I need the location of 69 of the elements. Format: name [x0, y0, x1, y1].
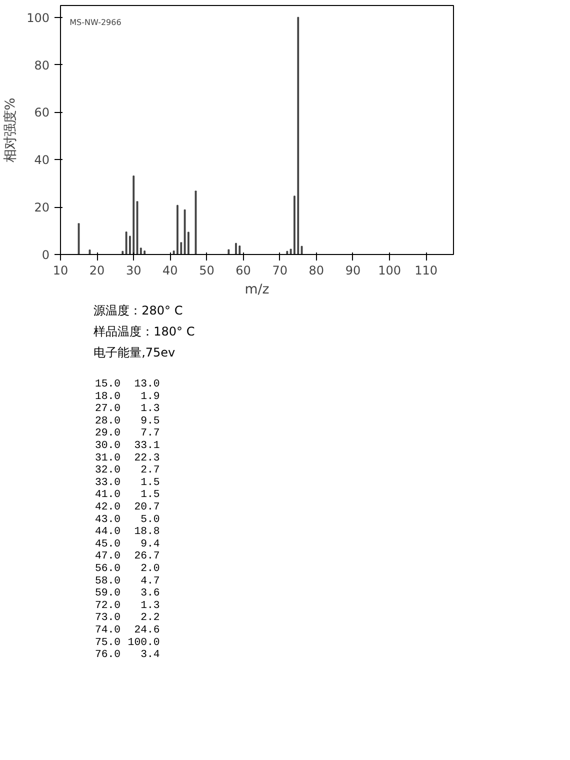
text: 18.0 [94, 390, 121, 403]
text: 32.0 [94, 464, 121, 477]
x-tick-label: 110 [414, 264, 438, 278]
text: 33.1 [134, 440, 160, 452]
text: 29.0 [94, 428, 121, 440]
x-tick-label: 100 [378, 264, 401, 278]
y-tick-label: 0 [42, 248, 50, 262]
text: 9.4 [140, 538, 160, 550]
text: 43.0 [94, 514, 121, 526]
x-tick-label: 20 [89, 264, 105, 278]
text: 3.4 [140, 649, 160, 662]
text: 31.0 [94, 452, 121, 464]
text: 24.6 [134, 624, 160, 636]
text: 100.0 [128, 636, 160, 649]
text: 44.0 [94, 526, 121, 538]
y-tick-label: 40 [34, 153, 50, 168]
text: 28.0 [94, 415, 121, 428]
text: 74.0 [94, 624, 121, 636]
text: 2.0 [140, 563, 160, 575]
text: 33.0 [94, 476, 121, 489]
text: 5.0 [140, 514, 160, 526]
y-tick-label: 60 [34, 106, 50, 120]
text: 22.3 [134, 452, 160, 464]
text: 2.7 [140, 464, 160, 477]
text: 42.0 [94, 502, 121, 514]
text: 26.7 [134, 550, 160, 563]
x-tick-label: 30 [126, 264, 142, 278]
x-axis-title: m/z [244, 282, 270, 298]
y-tick-label: 100 [26, 10, 50, 25]
annotation: MS-NW-2966 [70, 18, 122, 27]
x-tick-label: 70 [272, 264, 288, 278]
text: 27.0 [94, 403, 121, 416]
text: 75.0 [94, 636, 121, 649]
text: 41.0 [94, 489, 121, 502]
text: 9.5 [140, 415, 160, 428]
text: 电子能量,75ev [94, 346, 176, 360]
y-axis-title: 相对强度% [2, 98, 19, 162]
text: 1.3 [140, 600, 160, 612]
text: 76.0 [94, 649, 121, 662]
x-tick-label: 50 [199, 264, 214, 278]
text: 样品温度：180° C [94, 324, 195, 338]
text: 30.0 [94, 440, 121, 452]
text: 2.2 [140, 612, 160, 624]
text: 72.0 [94, 600, 121, 612]
text: 18.8 [134, 526, 160, 538]
text: 15.0 [94, 378, 121, 390]
text: 7.7 [140, 428, 160, 440]
text: 4.7 [140, 575, 160, 588]
text: 1.3 [140, 403, 160, 416]
text: 45.0 [94, 538, 121, 550]
text: 1.5 [140, 476, 160, 489]
text: 59.0 [94, 588, 121, 600]
text: 3.6 [140, 588, 160, 600]
y-tick-label: 20 [34, 200, 50, 215]
text: 58.0 [94, 575, 121, 588]
text: 13.0 [134, 378, 160, 390]
text: 1.9 [140, 390, 160, 403]
text: 1.5 [140, 489, 160, 502]
text: 56.0 [94, 563, 121, 575]
text: 73.0 [94, 612, 121, 624]
text: 源温度：280° C [94, 304, 183, 318]
text: 47.0 [94, 550, 121, 563]
x-tick-label: 80 [308, 264, 324, 278]
text: 20.7 [134, 502, 160, 514]
x-tick-label: 90 [345, 264, 361, 278]
y-tick-label: 80 [34, 58, 50, 72]
x-tick-label: 10 [52, 264, 68, 278]
x-tick-label: 60 [236, 264, 251, 278]
x-tick-label: 40 [162, 264, 178, 278]
